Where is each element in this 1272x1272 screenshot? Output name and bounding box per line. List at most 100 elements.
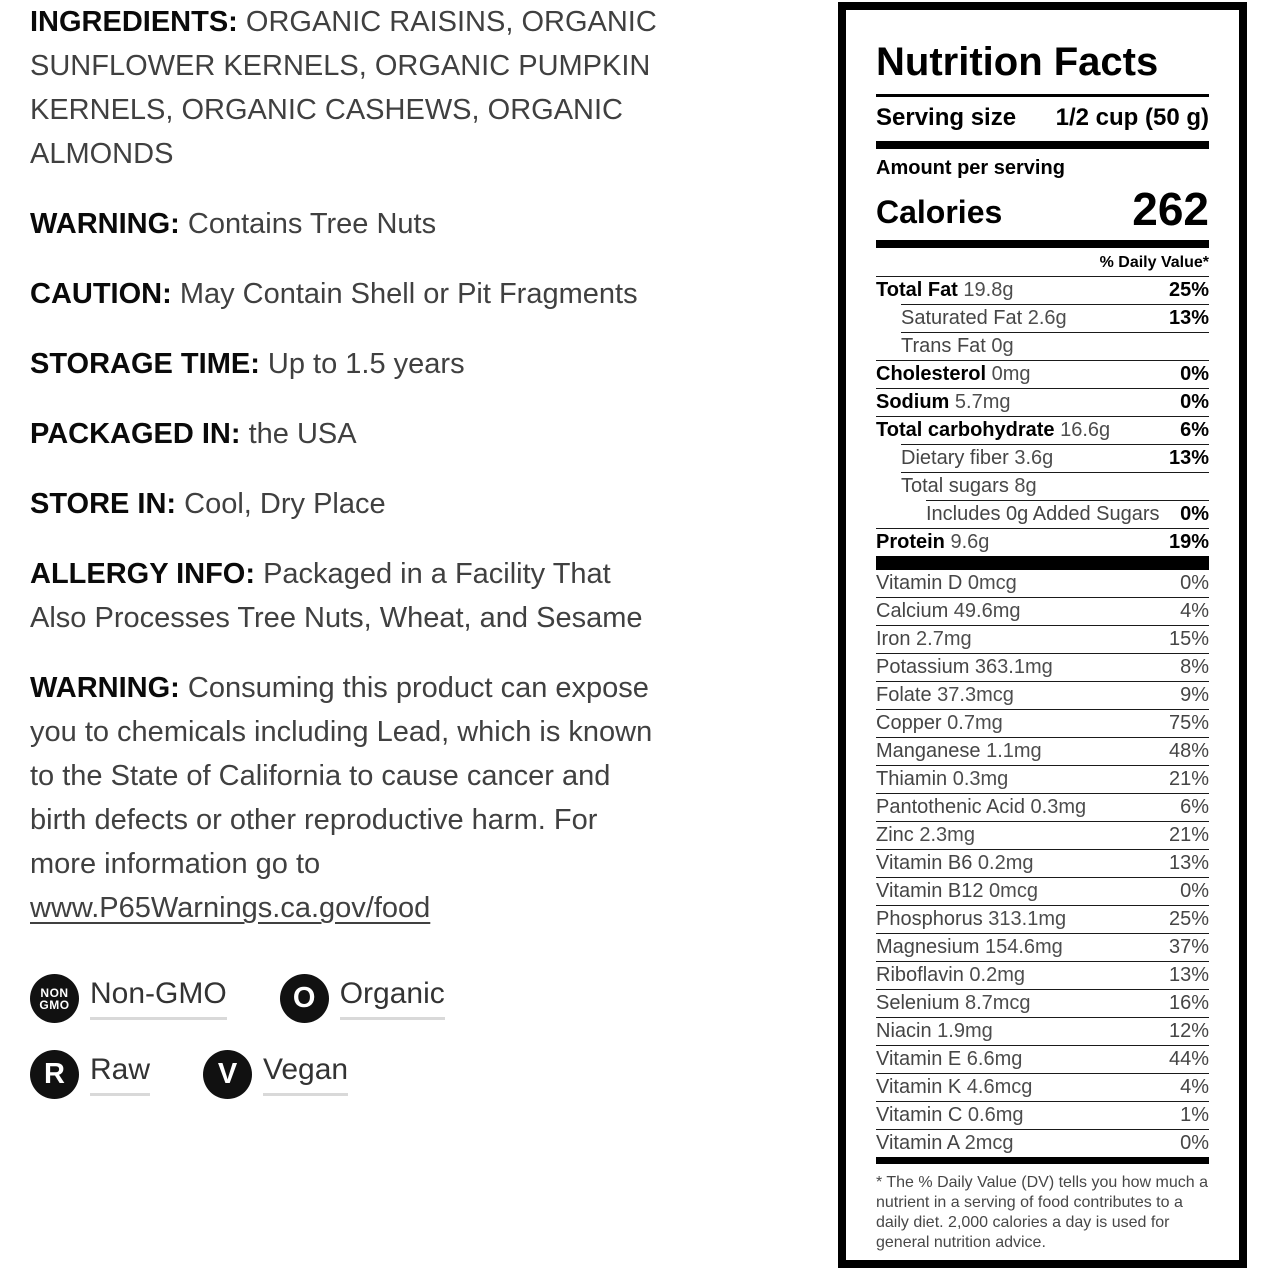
paragraph-label: STORAGE TIME: [30,348,260,380]
nutrient-name: Saturated Fat 2.6g [901,307,1067,329]
vitamin-amount: 8.7mcg [959,992,1031,1014]
vitamin-name-text: Manganese [876,740,981,762]
vitamin-name-text: Potassium [876,656,970,678]
vitamin-amount: 0mcg [962,572,1017,594]
badge-label[interactable]: Vegan [263,1053,349,1096]
p65-warning-link[interactable]: www.P65Warnings.ca.gov/food [30,892,431,924]
paragraph-label: WARNING: [30,672,180,704]
nutrient-daily-value: 0% [1180,391,1209,413]
vitamin-amount: 0.6mg [962,1104,1024,1126]
badge-icon-text: GMO [39,997,70,1012]
vitamin-rows: Vitamin D 0mcg 0% Calcium 49.6mg 4% Iron 2.7… [876,570,1209,1157]
calories-row: Calories 262 [876,182,1209,240]
vitamin-amount: 0.7mg [941,712,1003,734]
vitamin-amount: 4.6mcg [961,1076,1033,1098]
vitamin-daily-value: 37% [1168,936,1209,958]
vitamin-name-text: Selenium [876,992,960,1014]
product-info-panel: INGREDIENTS: ORGANIC RAISINS, ORGANIC SU… [30,0,662,1126]
nutrient-name-text: Total Fat [876,279,958,301]
vitamin-row: Folate 37.3mcg 9% [876,681,1209,709]
paragraph-warning-tree-nuts: WARNING: Contains Tree Nuts [30,208,437,240]
nutrient-amount: 0g [985,335,1014,357]
vitamin-daily-value: 44% [1168,1048,1209,1070]
nutrient-amount: 3.6g [1008,447,1054,469]
vitamin-daily-value: 13% [1168,852,1209,874]
vitamin-name: Vitamin A 2mcg [876,1132,1014,1154]
vitamin-amount: 313.1mg [982,908,1067,930]
organic-badge-icon: O [279,974,329,1023]
vitamin-daily-value: 25% [1168,908,1209,930]
badge-label[interactable]: Raw [90,1053,151,1096]
badge-raw: R Raw [30,1050,151,1099]
vitamin-amount: 1.1mg [980,740,1042,762]
vitamin-name: Vitamin C 0.6mg [876,1104,1023,1126]
vitamin-name: Potassium 363.1mg [876,656,1053,678]
vitamin-row: Riboflavin 0.2mg 13% [876,961,1209,989]
divider-bar-medium [876,1157,1209,1164]
vitamin-row: Vitamin A 2mcg 0% [876,1129,1209,1157]
vitamin-amount: 154.6mg [979,936,1063,958]
paragraph-packaged-in: PACKAGED IN: the USA [30,418,357,450]
vitamin-amount: 6.6mg [961,1048,1023,1070]
vitamin-name-text: Vitamin B6 [876,852,973,874]
vitamin-daily-value: 0% [1180,880,1209,902]
daily-value-header: % Daily Value* [1099,254,1209,271]
nutrient-daily-value: 13% [1168,447,1209,469]
vitamin-name-text: Vitamin K [876,1076,962,1098]
nutrient-name: Protein 9.6g [876,531,989,553]
badge-row: NON GMO Non-GMO O Organic [30,974,662,1023]
vitamin-amount: 2.3mg [913,824,975,846]
vitamin-name-text: Vitamin B12 [876,880,984,902]
info-paragraphs: INGREDIENTS: ORGANIC RAISINS, ORGANIC SU… [30,0,662,930]
vitamin-daily-value: 21% [1168,824,1209,846]
vitamin-name-text: Vitamin E [876,1048,962,1070]
vitamin-daily-value: 12% [1168,1020,1209,1042]
badge-label[interactable]: Non-GMO [90,977,227,1020]
badge-row: R Raw V Vegan [30,1050,662,1099]
vitamin-daily-value: 4% [1180,1076,1209,1098]
nutrient-daily-value: 13% [1168,307,1209,329]
nutrition-facts-panel: Nutrition Facts Serving size 1/2 cup (50… [838,2,1247,1268]
vitamin-amount: 0.2mg [963,964,1025,986]
vitamin-name: Magnesium 154.6mg [876,936,1063,958]
vitamin-daily-value: 21% [1168,768,1209,790]
nutrient-row: Saturated Fat 2.6g 13% [901,304,1209,332]
vitamin-row: Vitamin K 4.6mcg 4% [876,1073,1209,1101]
vegan-badge-icon: V [203,1050,253,1099]
vitamin-amount: 0.3mg [1025,796,1087,818]
divider-bar-thick [876,141,1209,149]
vitamin-row: Iron 2.7mg 15% [876,625,1209,653]
paragraph-ingredients: INGREDIENTS: ORGANIC RAISINS, ORGANIC SU… [30,6,657,170]
nutrient-amount: 5.7mg [949,391,1011,413]
vitamin-name-text: Vitamin A [876,1132,960,1154]
vitamin-row: Thiamin 0.3mg 21% [876,765,1209,793]
badge-label[interactable]: Organic [339,977,445,1020]
vitamin-name: Vitamin B12 0mcg [876,880,1038,902]
nutrient-name-text: Includes 0g Added Sugars [926,503,1160,525]
vitamin-amount: 2mcg [959,1132,1014,1154]
vitamin-name: Vitamin D 0mcg [876,572,1017,594]
vitamin-name: Folate 37.3mcg [876,684,1014,706]
nutrient-daily-value: 25% [1168,279,1209,301]
nutrient-name-text: Trans Fat [901,335,986,357]
calories-label: Calories [876,194,1003,230]
vitamin-name: Iron 2.7mg [876,628,972,650]
vitamin-amount: 49.6mg [948,600,1021,622]
paragraph-label: WARNING: [30,208,180,240]
vitamin-name: Vitamin E 6.6mg [876,1048,1022,1070]
vitamin-daily-value: 1% [1180,1104,1209,1126]
paragraph-storage-time: STORAGE TIME: Up to 1.5 years [30,348,465,380]
nutrient-name: Total carbohydrate 16.6g [876,419,1110,441]
serving-size-value: 1/2 cup (50 g) [1055,104,1209,131]
vitamin-name: Phosphorus 313.1mg [876,908,1066,930]
vitamin-daily-value: 4% [1180,600,1209,622]
nutrient-row: Sodium 5.7mg 0% [876,388,1209,416]
vitamin-daily-value: 8% [1180,656,1209,678]
vitamin-daily-value: 16% [1168,992,1209,1014]
nutrient-name-text: Total sugars [901,475,1009,497]
vitamin-daily-value: 0% [1180,572,1209,594]
vitamin-row: Calcium 49.6mg 4% [876,597,1209,625]
nutrient-name-text: Saturated Fat [901,307,1023,329]
vitamin-row: Niacin 1.9mg 12% [876,1017,1209,1045]
